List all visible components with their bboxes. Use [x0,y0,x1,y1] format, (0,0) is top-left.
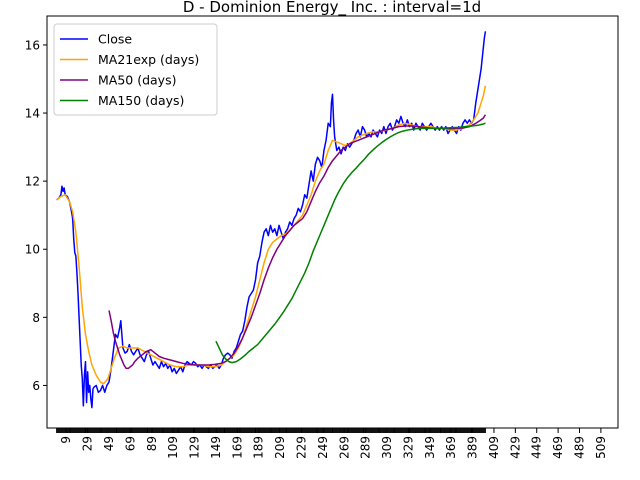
x-tick-label: 9 [59,436,73,444]
x-tick-label: 89 [145,436,159,451]
x-tick-label: 469 [551,436,565,459]
x-tick-label: 209 [273,436,287,459]
x-tick-label: 489 [573,436,587,459]
legend-label-1: Close [98,32,132,47]
x-tick-label: 269 [337,436,351,459]
x-tick-label: 389 [466,436,480,459]
x-tick-label: 329 [401,436,415,459]
series-line-3 [108,114,487,370]
x-tick-label: 129 [188,436,202,459]
x-tick-label: 409 [487,436,501,459]
y-tick-label: 16 [25,38,40,52]
x-tick-label: 429 [508,436,522,459]
legend-label-2: MA21exp (days) [98,52,199,67]
x-tick-label: 349 [423,436,437,459]
chart-title: D - Dominion Energy_ Inc. : interval=1d [183,0,481,17]
y-tick-label: 10 [25,243,40,257]
x-tick-label: 509 [594,436,608,459]
x-tick-label: 149 [209,436,223,459]
series-line-4 [215,122,486,364]
y-axis: 6 8 10 12 14 16 [25,38,47,393]
x-tick-label: 309 [380,436,394,459]
series-line-2 [56,85,487,385]
x-tick-label: 69 [123,436,137,451]
legend-label-3: MA50 (days) [98,73,176,88]
x-tick-label: 189 [252,436,266,459]
x-tick-label: 109 [166,436,180,459]
x-tick-label: 289 [359,436,373,459]
x-tick-label: 29 [81,436,95,451]
x-tick-label: 249 [316,436,330,459]
x-tick-label: 169 [230,436,244,459]
y-tick-label: 8 [32,311,40,325]
x-tick-label: 369 [444,436,458,459]
x-tick-label: 229 [294,436,308,459]
y-tick-label: 14 [25,107,40,121]
y-tick-label: 6 [32,379,40,393]
series-layer [56,31,487,409]
x-minor-tick-band [56,428,486,433]
legend-label-4: MA150 (days) [98,93,184,108]
legend-box [53,23,218,116]
x-tick-label: 49 [102,436,116,451]
x-tick-label: 449 [530,436,544,459]
x-axis: 9 29 49 69 89 109 129 149 169 189 209 229 249 269 289 3… [56,428,608,459]
y-tick-label: 12 [25,175,40,189]
legend: Close MA21exp (days) MA50 (days) MA150 (day… [53,23,218,116]
